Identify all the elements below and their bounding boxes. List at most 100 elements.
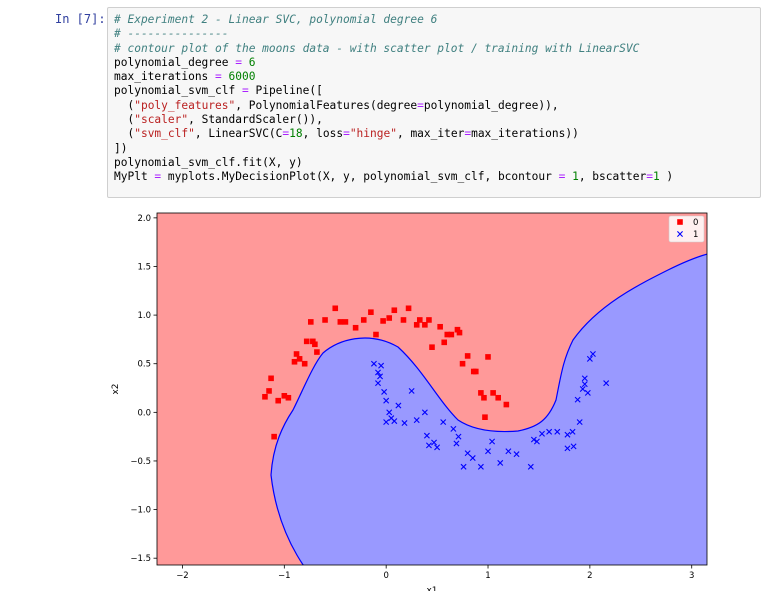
- class0-point: [360, 317, 367, 323]
- class1-point: [527, 463, 534, 470]
- class1-point: [375, 380, 382, 387]
- code-line: ("scaler", StandardScaler()),: [114, 113, 323, 127]
- x-tick-label: −1: [278, 571, 291, 581]
- class0-point: [266, 388, 272, 394]
- legend-label-0: 0: [693, 218, 698, 228]
- class0-point: [275, 397, 282, 404]
- code-line: ]): [114, 141, 128, 155]
- x-tick-label: 2: [587, 571, 592, 581]
- class1-point: [423, 432, 430, 439]
- legend: 01: [668, 215, 705, 243]
- class1-point: [584, 389, 591, 396]
- class1-point: [375, 369, 382, 376]
- code-cell[interactable]: # Experiment 2 - Linear SVC, polynomial …: [107, 7, 761, 198]
- class0-point: [322, 317, 328, 323]
- class0-point: [448, 331, 455, 338]
- class0-point: [285, 394, 292, 401]
- class1-point: [377, 373, 384, 380]
- class0-point: [301, 360, 308, 367]
- y-tick-label: 0.5: [137, 360, 151, 370]
- class0-point: [307, 319, 314, 325]
- code-line: ("poly_features", PolynomialFeatures(deg…: [114, 98, 559, 112]
- class1-point: [425, 442, 432, 449]
- class0-point: [503, 401, 510, 408]
- class0-point: [485, 354, 491, 360]
- class1-point: [489, 438, 496, 445]
- class1-point: [386, 409, 393, 416]
- class0-point: [426, 317, 432, 323]
- class0-point: [312, 341, 318, 348]
- class0-point: [386, 315, 393, 321]
- class0-point: [342, 319, 349, 325]
- code-line: polynomial_degree = 6: [114, 55, 256, 69]
- class1-point: [564, 445, 571, 452]
- class1-point: [378, 362, 385, 369]
- class0-point: [291, 358, 298, 365]
- class0-point: [310, 338, 316, 345]
- legend-label-1: 1: [693, 230, 698, 240]
- class0-point: [472, 368, 479, 375]
- class1-point: [554, 428, 561, 435]
- class0-point: [293, 351, 300, 357]
- class1-point: [440, 419, 447, 426]
- class1-region: [271, 254, 707, 565]
- class0-point: [380, 318, 386, 324]
- class0-point: [296, 356, 303, 362]
- class0-point: [490, 390, 496, 396]
- class1-point: [497, 459, 504, 466]
- code-line: # ---------------: [114, 27, 229, 41]
- class1-point: [513, 451, 520, 458]
- class0-point: [416, 317, 423, 323]
- class1-point: [469, 455, 476, 462]
- y-tick-label: −1.5: [130, 554, 151, 564]
- y-tick-label: 2.0: [137, 214, 151, 224]
- class1-point: [413, 417, 420, 424]
- class1-point: [569, 428, 576, 435]
- class1-point: [383, 419, 390, 426]
- class1-point: [589, 351, 596, 357]
- class1-point: [431, 439, 438, 446]
- class1-point: [391, 418, 398, 425]
- class1-point: [564, 431, 571, 438]
- class1-point: [455, 433, 462, 440]
- x-tick-label: 3: [689, 571, 694, 581]
- class0-point: [368, 309, 374, 315]
- axes-frame: [156, 212, 708, 566]
- class1-point: [579, 386, 586, 392]
- class0-point: [429, 344, 435, 350]
- class1-point: [603, 380, 610, 387]
- class1-point: [570, 443, 577, 450]
- class0-point: [268, 375, 274, 382]
- class1-point: [370, 360, 377, 367]
- class1-point: [453, 440, 460, 447]
- class0-point: [337, 319, 344, 325]
- class1-point: [546, 428, 553, 435]
- class0-point: [314, 349, 320, 355]
- class0-point: [478, 390, 484, 396]
- class0-point: [281, 393, 288, 399]
- class0-point: [262, 393, 268, 400]
- class0-point: [456, 329, 463, 336]
- y-tick-label: 1.5: [137, 262, 151, 272]
- y-tick-label: −0.5: [130, 457, 151, 467]
- legend-marker-0: [677, 219, 683, 225]
- decision-boundary-plot: −2 −1 0 1 2 3−1.5−1.0−0.50.00.51.01.52.0 x1 x…: [111, 212, 708, 591]
- class0-point: [373, 331, 379, 338]
- x-axis-label: x1: [426, 586, 437, 591]
- class0-point: [413, 322, 420, 328]
- code-editor[interactable]: # Experiment 2 - Linear SVC, polynomial …: [114, 13, 673, 185]
- code-line: # Experiment 2 - Linear SVC, polynomial …: [114, 13, 438, 26]
- cell-prompt: In [7]:: [55, 12, 106, 26]
- class0-point: [303, 338, 310, 345]
- class0-point: [495, 394, 502, 401]
- code-line: MyPlt = myplots.MyDecisionPlot(X, y, pol…: [114, 170, 674, 184]
- y-tick-label: −1.0: [130, 506, 151, 516]
- class1-point: [576, 419, 583, 426]
- class1-point: [395, 402, 402, 409]
- class0-point: [481, 394, 487, 401]
- class1-point: [505, 448, 512, 455]
- class1-point: [464, 450, 471, 457]
- code-line: max_iterations = 6000: [114, 70, 256, 84]
- class0-point: [464, 353, 471, 359]
- class1-point: [530, 436, 537, 443]
